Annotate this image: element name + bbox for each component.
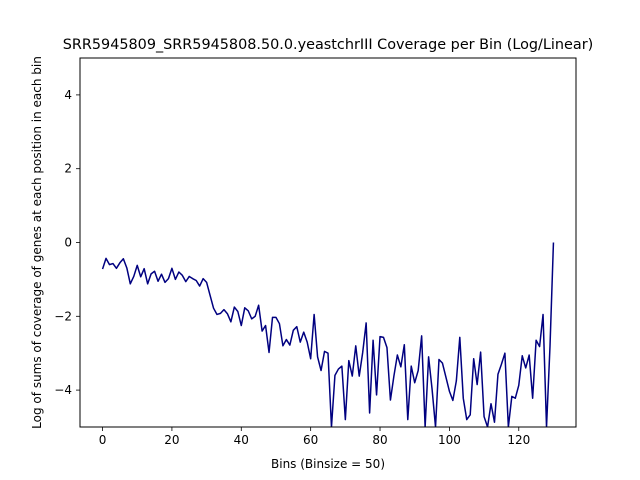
x-tick-label: 0 (99, 433, 107, 447)
plot-area (79, 57, 577, 428)
axes-frame (79, 57, 577, 428)
y-tick-label: −2 (54, 309, 72, 323)
x-tick-label: 100 (438, 433, 461, 447)
series-group (101, 242, 555, 427)
y-axis-ticks: −4 −2 0 2 4 (54, 88, 80, 397)
x-tick-label: 80 (372, 433, 387, 447)
y-tick-label: 2 (64, 162, 72, 176)
x-axis-ticks: 0 20 40 60 80 100 120 (99, 427, 530, 447)
x-axis-label: Bins (Binsize = 50) (271, 457, 385, 471)
chart-title: SRR5945809_SRR5945808.50.0.yeastchrIII C… (63, 37, 594, 53)
x-tick-label: 60 (303, 433, 318, 447)
x-tick-label: 20 (164, 433, 179, 447)
series-line-0 (101, 242, 555, 427)
x-tick-label: 120 (507, 433, 530, 447)
y-tick-label: 0 (64, 236, 72, 250)
y-tick-label: −4 (54, 383, 72, 397)
y-axis-label: Log of sums of coverage of genes at each… (30, 56, 44, 429)
y-tick-label: 4 (64, 88, 72, 102)
x-tick-label: 40 (234, 433, 249, 447)
